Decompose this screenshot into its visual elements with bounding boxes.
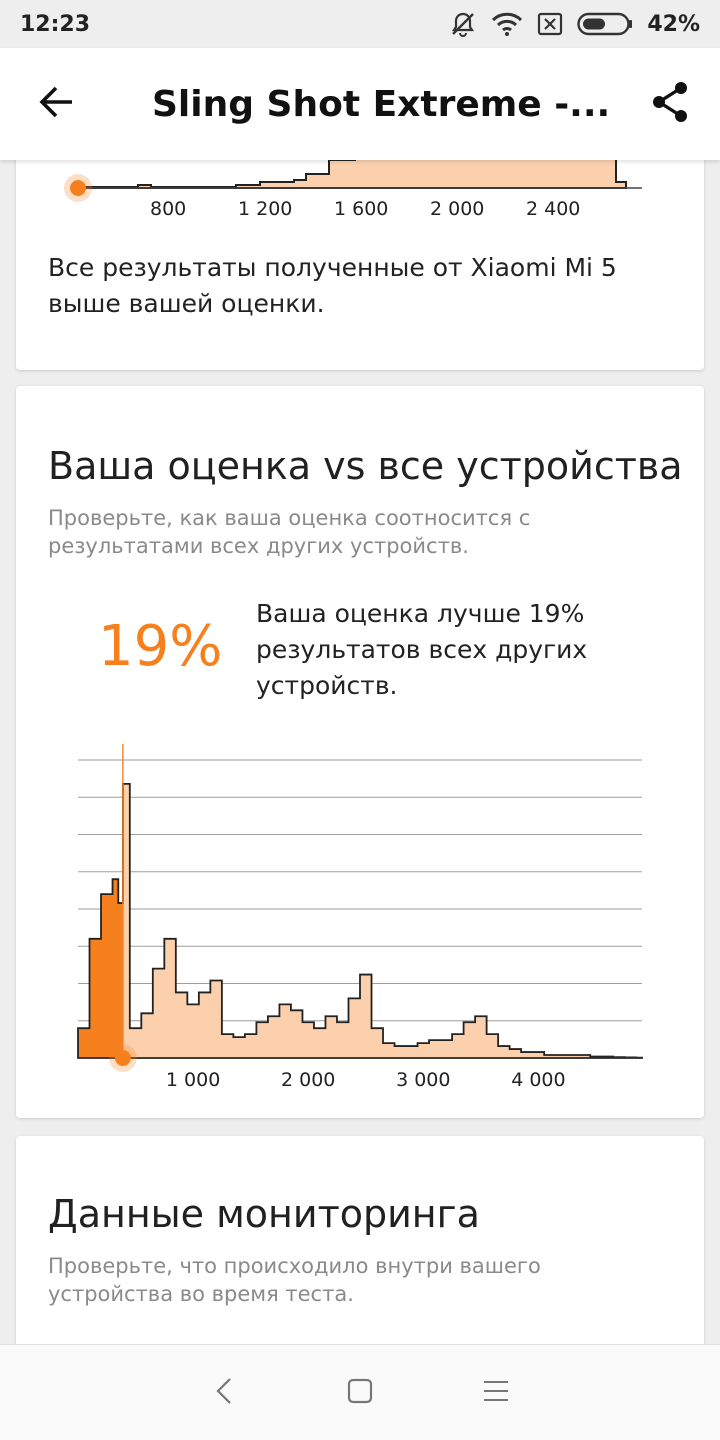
axis-tick: 2 000 xyxy=(430,198,485,220)
your-score-dot xyxy=(114,1050,131,1066)
axis-tick: 2 400 xyxy=(526,198,581,220)
score-distribution-chart: 1 000 2 000 3 000 4 000 xyxy=(77,744,643,1091)
percentile-value: 19% xyxy=(98,614,223,679)
notifications-off-icon xyxy=(449,10,477,38)
x-tick-label: 1 000 xyxy=(166,1069,220,1091)
monitoring-card-subtitle: Проверьте, что происходило внутри вашего… xyxy=(48,1254,541,1306)
nav-menu-button[interactable] xyxy=(478,1375,514,1411)
app-bar: Sling Shot Extreme -... xyxy=(0,48,720,160)
device-histogram xyxy=(64,160,642,202)
arrow-left-icon xyxy=(36,82,76,126)
device-results-message: Все результаты полученные от Xiaomi Mi 5… xyxy=(48,253,617,318)
wifi-icon xyxy=(491,11,523,37)
nav-menu-icon xyxy=(483,1379,509,1407)
nav-home-icon xyxy=(347,1378,373,1408)
distribution-outline xyxy=(77,782,643,1059)
below-your-score-area xyxy=(78,879,123,1058)
score-card-subtitle: Проверьте, как ваша оценка соотносится с… xyxy=(48,506,531,558)
score-card-title: Ваша оценка vs все устройства xyxy=(48,444,683,488)
navigation-bar xyxy=(0,1344,720,1440)
your-score-dot xyxy=(70,180,86,196)
page-title: Sling Shot Extreme -... xyxy=(152,83,611,125)
share-icon xyxy=(650,80,690,128)
axis-tick: 800 xyxy=(150,198,187,220)
distribution-area xyxy=(78,783,642,1058)
axis-tick: 1 600 xyxy=(334,198,389,220)
x-tick-label: 4 000 xyxy=(511,1069,565,1091)
status-icons: 42% xyxy=(449,10,700,38)
nav-back-button[interactable] xyxy=(206,1375,242,1411)
status-bar: 12:23 42% xyxy=(0,0,720,48)
percentile-description: Ваша оценка лучше 19% результатов всех д… xyxy=(256,599,588,700)
nav-back-icon xyxy=(214,1377,234,1409)
monitoring-card: Данные мониторинга Проверьте, что происх… xyxy=(16,1136,704,1344)
score-comparison-card: Ваша оценка vs все устройства Проверьте,… xyxy=(16,386,704,1118)
monitoring-card-title: Данные мониторинга xyxy=(48,1192,480,1236)
device-histogram-area xyxy=(77,160,627,189)
nav-home-button[interactable] xyxy=(342,1375,378,1411)
axis-tick: 1 200 xyxy=(238,198,293,220)
battery-percent: 42% xyxy=(647,11,700,37)
device-results-card: 800 1 200 1 600 2 000 2 400 Все результа… xyxy=(16,160,704,370)
status-time: 12:23 xyxy=(20,11,91,37)
device-axis-ticks: 800 1 200 1 600 2 000 2 400 xyxy=(16,198,704,228)
sim-icon xyxy=(537,12,563,36)
content-scroll[interactable]: 800 1 200 1 600 2 000 2 400 Все результа… xyxy=(0,160,720,1344)
battery-icon xyxy=(577,12,633,36)
share-button[interactable] xyxy=(620,48,720,160)
x-tick-label: 3 000 xyxy=(396,1069,450,1091)
back-button[interactable] xyxy=(0,48,112,160)
x-tick-label: 2 000 xyxy=(281,1069,335,1091)
